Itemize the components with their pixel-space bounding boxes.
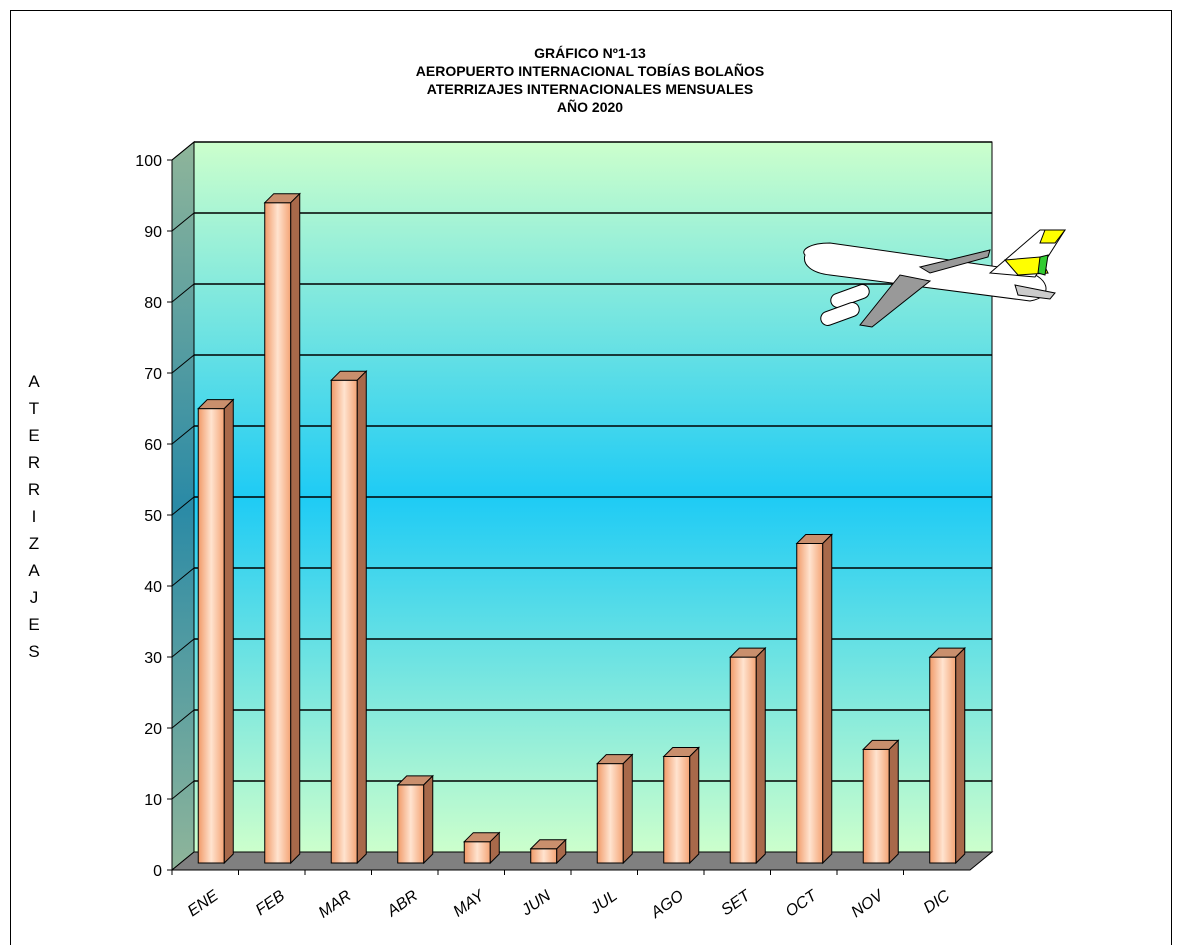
bar-front	[463, 841, 491, 864]
bar	[463, 831, 501, 865]
bar-side	[290, 192, 301, 865]
chart-title: GRÁFICO Nº1-13	[534, 45, 646, 61]
grid-line	[171, 638, 195, 658]
bar-side	[356, 369, 367, 865]
bar-side	[755, 646, 766, 865]
bar-front	[663, 756, 691, 864]
bar-front	[862, 748, 890, 864]
x-tick-label: MAR	[316, 887, 355, 922]
bar	[197, 398, 235, 865]
x-tick-label: NOV	[848, 887, 887, 922]
bar	[263, 192, 301, 865]
y-tick-label: 20	[144, 721, 162, 738]
y-tick-label: 40	[144, 579, 162, 596]
y-tick-label: 30	[144, 650, 162, 667]
y-tick-label: 80	[144, 295, 162, 312]
bar-side	[888, 739, 899, 865]
y-tick-label: 90	[144, 224, 162, 241]
bar-side	[223, 398, 234, 865]
x-tick-label: DIC	[921, 887, 954, 917]
y-tick-label: 10	[144, 792, 162, 809]
y-tick-label: 0	[153, 863, 162, 880]
bar-side	[556, 838, 567, 865]
bar	[330, 369, 368, 865]
bar-front	[796, 543, 824, 864]
bar	[529, 838, 567, 865]
bar-front	[929, 656, 957, 864]
chart-title: ATERRIZAJES INTERNACIONALES MENSUALES	[427, 81, 753, 97]
chart-title: AÑO 2020	[557, 98, 623, 115]
x-tick-label: ABR	[384, 887, 422, 921]
grid-line	[171, 283, 195, 303]
grid-line	[171, 709, 195, 729]
bar-front	[330, 379, 358, 864]
bar	[396, 774, 434, 865]
grid-line	[171, 212, 195, 232]
bar-front	[729, 656, 757, 864]
bar-side	[822, 533, 833, 865]
bar-front	[197, 408, 225, 864]
x-tick-label: SET	[718, 887, 754, 919]
bar-front	[596, 763, 624, 864]
bar	[795, 533, 833, 865]
bar-front	[264, 202, 292, 864]
bar	[662, 746, 700, 865]
bar-side	[423, 774, 434, 865]
frame	[10, 10, 1172, 945]
x-tick-label: FEB	[253, 887, 289, 919]
y-tick-label: 50	[144, 508, 162, 525]
y-tick-label: 60	[144, 437, 162, 454]
bar	[729, 646, 767, 865]
x-tick-label: AGO	[647, 887, 687, 922]
airplane-icon	[803, 229, 1067, 328]
y-tick-label: 100	[135, 153, 162, 170]
bar	[928, 646, 966, 865]
grid-line	[171, 780, 195, 800]
bar-side	[689, 746, 700, 865]
x-tick-label: OCT	[783, 887, 821, 921]
bar-front	[397, 784, 425, 864]
grid-line	[171, 354, 195, 374]
y-axis-label: ATERRIZAJES	[25, 372, 44, 669]
bar-side	[489, 831, 500, 865]
x-tick-label: JUL	[587, 887, 621, 918]
grid-line	[171, 141, 195, 161]
x-tick-label: JUN	[518, 887, 554, 920]
bar	[862, 739, 900, 865]
chart-title: AEROPUERTO INTERNACIONAL TOBÍAS BOLAÑOS	[416, 62, 764, 79]
bar-front	[530, 848, 558, 864]
y-tick-label: 70	[144, 366, 162, 383]
grid-line	[171, 567, 195, 587]
x-tick-label: MAY	[450, 887, 488, 921]
bar-side	[955, 646, 966, 865]
bar	[596, 753, 634, 865]
grid-line	[171, 425, 195, 445]
grid-line	[171, 496, 195, 516]
bar-side	[622, 753, 633, 865]
x-tick-label: ENE	[185, 887, 222, 920]
